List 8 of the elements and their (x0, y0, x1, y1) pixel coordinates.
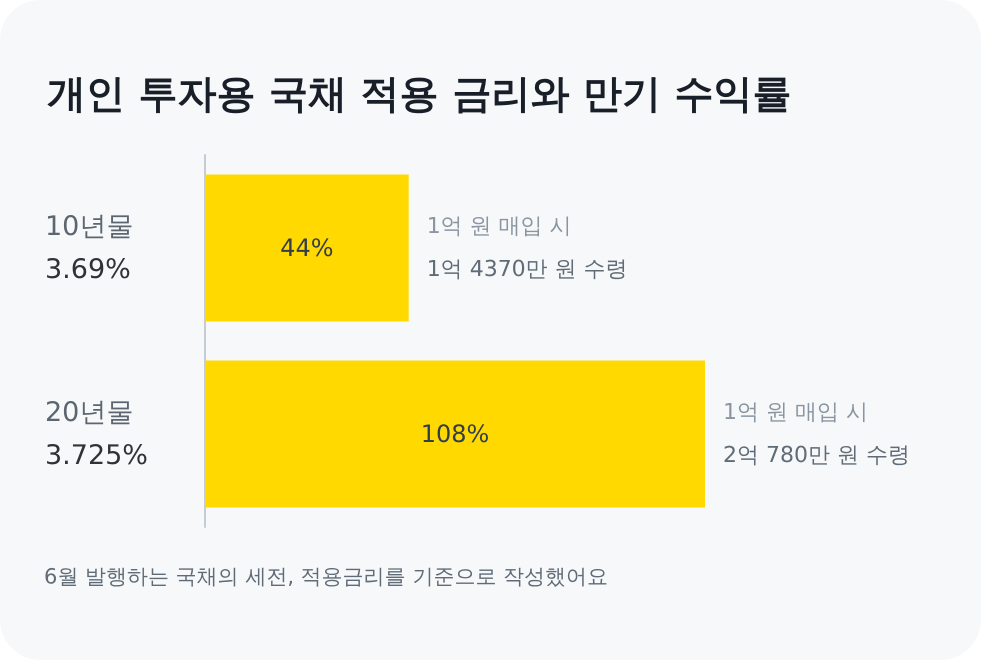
data-label: 108% (420, 420, 490, 448)
annotation: 1억 원 매입 시 2억 780만 원 수령 (723, 400, 910, 468)
data-label: 44% (280, 234, 334, 262)
y-tick-label: 10년물 3.69% (45, 211, 134, 285)
chart-title: 개인 투자용 국채 적용 금리와 만기 수익률 (47, 72, 792, 117)
annotation: 1억 원 매입 시 1억 4370만 원 수령 (426, 214, 628, 282)
y-tick-label: 20년물 3.725% (45, 397, 148, 471)
text: 6월 발행하는 국채의 세전, 적용금리를 기준으로 작성했어요 (44, 564, 608, 588)
